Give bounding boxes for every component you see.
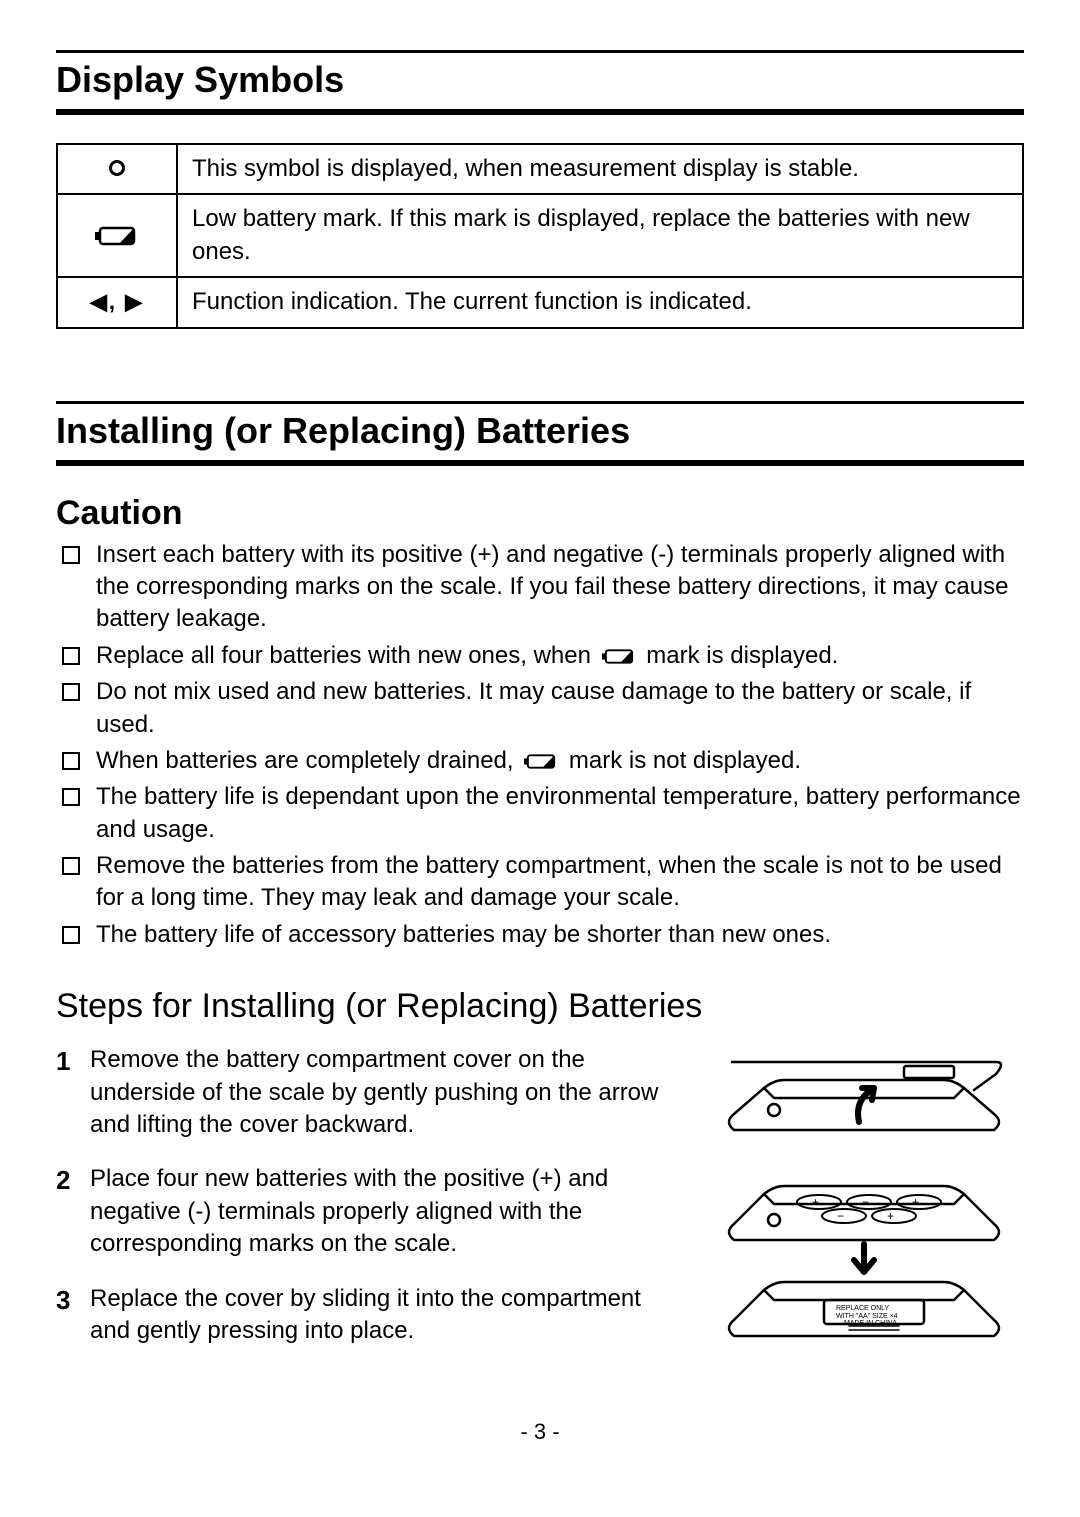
svg-text:WITH "AA" SIZE ×4: WITH "AA" SIZE ×4 — [836, 1313, 898, 1320]
circle-icon — [109, 160, 125, 176]
symbol-desc: This symbol is displayed, when measureme… — [177, 144, 1023, 194]
caution-list: Insert each battery with its positive (+… — [56, 539, 1024, 952]
list-item: Place four new batteries with the positi… — [56, 1163, 674, 1260]
steps-heading: Steps for Installing (or Replacing) Batt… — [56, 987, 1024, 1026]
symbol-cell-battery — [57, 194, 177, 277]
arrows-icon: ◀, ▶ — [90, 289, 144, 314]
table-row: This symbol is displayed, when measureme… — [57, 144, 1023, 194]
symbol-desc: Function indication. The current functio… — [177, 277, 1023, 327]
svg-text:−: − — [837, 1209, 844, 1223]
steps-list: Remove the battery compartment cover on … — [56, 1044, 674, 1369]
section-title-batteries: Installing (or Replacing) Batteries — [56, 401, 1024, 466]
svg-text:REPLACE ONLY: REPLACE ONLY — [836, 1305, 889, 1312]
svg-text:+: + — [887, 1209, 894, 1223]
list-item: When batteries are completely drained, m… — [56, 745, 1024, 777]
table-row: Low battery mark. If this mark is displa… — [57, 194, 1023, 277]
symbol-desc: Low battery mark. If this mark is displa… — [177, 194, 1023, 277]
list-item: The battery life of accessory batteries … — [56, 919, 1024, 951]
list-item: Remove the batteries from the battery co… — [56, 850, 1024, 915]
battery-icon — [95, 225, 139, 247]
battery-compartment-diagram: + − + − + REPLACE ONLY WITH "AA" SIZE ×4… — [704, 1044, 1024, 1359]
symbols-table: This symbol is displayed, when measureme… — [56, 143, 1024, 329]
symbol-cell-stable — [57, 144, 177, 194]
svg-text:+: + — [812, 1195, 819, 1209]
list-item: Remove the battery compartment cover on … — [56, 1044, 674, 1141]
list-item: Replace the cover by sliding it into the… — [56, 1283, 674, 1348]
svg-text:−: − — [862, 1195, 869, 1209]
list-item: Replace all four batteries with new ones… — [56, 640, 1024, 672]
list-item: The battery life is dependant upon the e… — [56, 781, 1024, 846]
table-row: ◀, ▶ Function indication. The current fu… — [57, 277, 1023, 327]
svg-text:+: + — [912, 1195, 919, 1209]
list-item: Insert each battery with its positive (+… — [56, 539, 1024, 636]
list-item: Do not mix used and new batteries. It ma… — [56, 676, 1024, 741]
section-title-display-symbols: Display Symbols — [56, 50, 1024, 115]
caution-heading: Caution — [56, 494, 1024, 533]
symbol-cell-arrows: ◀, ▶ — [57, 277, 177, 327]
page-number: - 3 - — [56, 1419, 1024, 1445]
